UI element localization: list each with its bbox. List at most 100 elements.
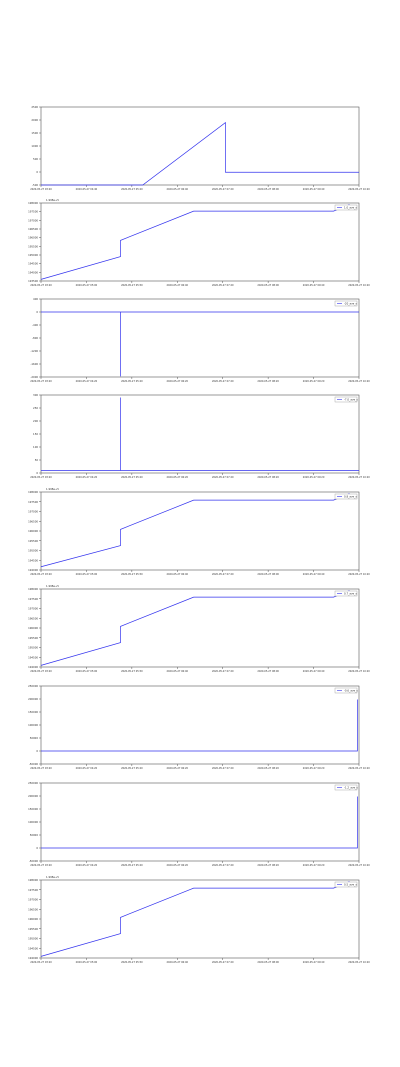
legend-label: -20_ave_s [344, 302, 358, 306]
legend-label: -0.6_ave_s [344, 689, 358, 693]
y-tick-label: 196000 [28, 917, 38, 921]
x-tick-label: 2020-05-27 08:00 [257, 284, 279, 287]
x-tick-label: 2020-05-27 03:20 [30, 767, 52, 770]
x-tick-label: 2020-05-27 09:40 [303, 284, 325, 287]
y-tick-label: 194000 [28, 665, 38, 669]
y-tick-label: 200 [33, 419, 38, 423]
y-tick-label: 100 [33, 445, 38, 449]
plot-frame [40, 588, 360, 668]
y-tick-label: -50000 [29, 762, 39, 766]
y-tick-label: 0 [36, 170, 38, 174]
y-tick-label: 100000 [28, 820, 38, 824]
y-tick-label: 197500 [28, 888, 38, 892]
legend-box [334, 784, 358, 791]
chart-panel: 198000 197500 197000 196500 196000 195500 1950… [28, 198, 370, 287]
x-tick-label: 2020-05-27 08:00 [257, 961, 279, 964]
x-tick-label: 2020-05-27 07:20 [212, 188, 234, 191]
plot-frame [40, 491, 360, 571]
y-tick-label: 0 [36, 749, 38, 753]
y-tick-label: 250 [33, 406, 38, 410]
x-tick-label: 2020-05-27 04:20 [76, 864, 98, 867]
legend-box [334, 396, 358, 403]
y-tick-label: 196500 [28, 519, 38, 523]
legend-label: -1.2_ave_s [344, 786, 358, 790]
axis-offset-label: 1.998e+5 [46, 487, 59, 491]
x-tick-label: 2020-05-27 09:40 [303, 573, 325, 576]
legend-label: 1.0_ave_s [344, 206, 357, 210]
y-tick-label: 50 [35, 458, 39, 462]
x-tick-label: 2020-05-27 07:20 [212, 573, 234, 576]
x-tick-label: 2020-05-27 09:40 [303, 188, 325, 191]
x-tick-label: 2020-05-27 08:00 [257, 670, 279, 673]
y-tick-label: 194000 [28, 956, 38, 960]
legend-label: 0.7_ave_s [344, 592, 357, 596]
y-tick-label: 0 [36, 471, 38, 475]
y-tick-label: 198000 [28, 587, 38, 591]
y-tick-label: 195000 [28, 646, 38, 650]
y-tick-label: -1600 [30, 362, 38, 366]
x-tick-label: 2020-05-27 08:20 [257, 864, 279, 867]
x-tick-label: 2020-05-27 10:20 [348, 476, 370, 479]
x-tick-label: 2020-05-27 10:20 [348, 767, 370, 770]
x-tick-label: 2020-05-27 03:20 [30, 284, 52, 287]
x-tick-label: 2020-05-27 06:40 [167, 188, 189, 191]
x-tick-label: 2020-05-27 05:20 [121, 864, 143, 867]
plot-frame [40, 394, 360, 474]
y-tick-label: 197500 [28, 500, 38, 504]
x-tick-label: 2020-05-27 06:20 [167, 864, 189, 867]
x-tick-label: 2020-05-27 08:20 [257, 476, 279, 479]
x-tick-label: 2020-05-27 03:20 [30, 864, 52, 867]
y-tick-label: 250000 [28, 684, 38, 688]
x-tick-label: 2020-05-27 06:40 [167, 573, 189, 576]
chart-panel: 198000 197500 197000 196500 196000 195500 1950… [28, 487, 370, 576]
chart-panel: 250000200000150000100000500000-500002020… [28, 781, 370, 867]
x-tick-label: 2020-05-27 08:20 [257, 767, 279, 770]
x-tick-label: 2020-05-27 07:20 [212, 670, 234, 673]
x-tick-label: 2020-05-27 03:20 [30, 476, 52, 479]
y-tick-label: 196500 [28, 907, 38, 911]
x-tick-label: 2020-05-27 05:00 [76, 284, 98, 287]
y-tick-label: 195500 [28, 927, 38, 931]
x-tick-label: 2020-05-27 07:20 [212, 767, 234, 770]
x-tick-label: 2020-05-27 10:20 [348, 380, 370, 383]
x-tick-label: 2020-05-27 04:20 [76, 767, 98, 770]
x-tick-label: 2020-05-27 10:20 [348, 961, 370, 964]
plot-frame [40, 106, 360, 186]
y-tick-label: 194500 [28, 558, 38, 562]
x-tick-label: 2020-05-27 03:20 [30, 961, 52, 964]
x-tick-label: 2020-05-27 08:00 [257, 188, 279, 191]
x-tick-label: 2020-05-27 05:00 [76, 961, 98, 964]
x-tick-label: 2020-05-27 10:20 [348, 864, 370, 867]
x-tick-label: 2020-05-27 09:20 [303, 380, 325, 383]
plot-frame [40, 298, 360, 378]
y-tick-label: 2500 [31, 105, 38, 109]
x-tick-label: 2020-05-27 10:20 [348, 284, 370, 287]
y-tick-label: 197500 [28, 210, 38, 214]
y-tick-label: 150 [33, 432, 38, 436]
x-tick-label: 2020-05-27 03:20 [30, 380, 52, 383]
y-tick-label: 194500 [28, 262, 38, 266]
x-tick-label: 2020-05-27 06:20 [167, 380, 189, 383]
x-tick-label: 2020-05-27 05:00 [76, 670, 98, 673]
y-tick-label: 194500 [28, 655, 38, 659]
x-tick-label: 2020-05-27 10:20 [348, 670, 370, 673]
x-tick-label: 2020-05-27 06:40 [167, 961, 189, 964]
legend-box [334, 590, 358, 597]
y-tick-label: 300 [33, 393, 38, 397]
y-tick-label: 193500 [28, 279, 38, 283]
y-tick-label: 194000 [28, 270, 38, 274]
x-tick-label: 2020-05-27 09:20 [303, 864, 325, 867]
y-tick-label: 1000 [31, 144, 38, 148]
y-tick-label: 50000 [30, 736, 39, 740]
y-tick-label: 195500 [28, 244, 38, 248]
plot-frame [40, 685, 360, 765]
y-tick-label: 195000 [28, 549, 38, 553]
x-tick-label: 2020-05-27 07:20 [212, 476, 234, 479]
x-tick-label: 2020-05-27 07:20 [212, 961, 234, 964]
x-tick-label: 2020-05-27 05:00 [76, 573, 98, 576]
x-tick-label: 2020-05-27 09:40 [303, 961, 325, 964]
axis-offset-label: 1.998e+5 [46, 875, 59, 879]
